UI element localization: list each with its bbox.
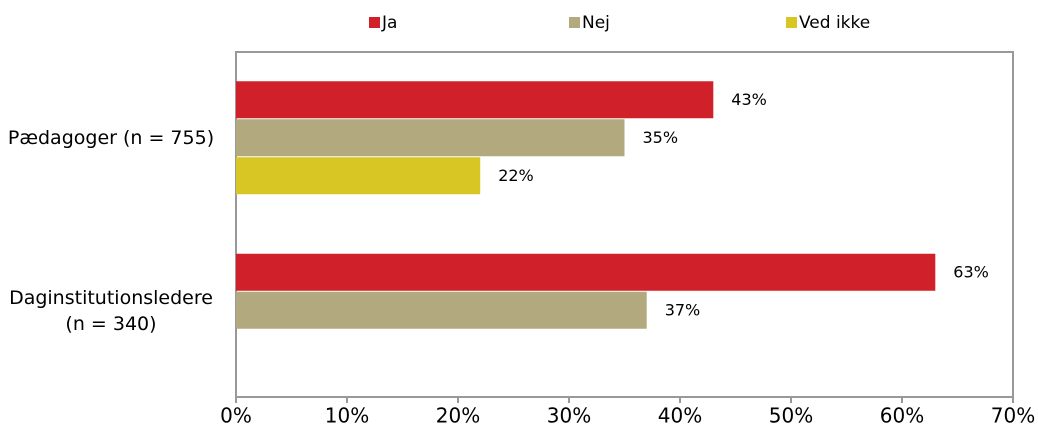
category-label: Daginstitutionsledere (n = 340): [9, 286, 213, 335]
legend-label: Ja: [381, 13, 397, 33]
bar: [236, 253, 936, 291]
legend-swatch: [369, 17, 380, 28]
legend-label: Nej: [582, 13, 610, 33]
plot-area: [235, 51, 1014, 398]
value-label: 43%: [731, 90, 767, 109]
legend-swatch: [569, 17, 580, 28]
x-tick-label: 70%: [991, 404, 1035, 428]
x-tick-label: 60%: [880, 404, 924, 428]
bar: [236, 291, 647, 329]
bar: [236, 119, 625, 157]
x-tick-label: 0%: [220, 404, 252, 428]
x-tick-label: 10%: [325, 404, 369, 428]
value-label: 37%: [665, 300, 701, 319]
bar: [236, 157, 481, 195]
legend-swatch: [786, 17, 797, 28]
value-label: 22%: [498, 166, 534, 185]
value-label: 35%: [643, 128, 679, 147]
value-label: 63%: [953, 262, 989, 281]
x-tick-label: 20%: [436, 404, 480, 428]
x-tick-label: 50%: [769, 404, 813, 428]
category-label: Pædagoger (n = 755): [7, 127, 215, 150]
x-tick-label: 30%: [547, 404, 591, 428]
bar: [236, 81, 714, 119]
x-tick-label: 40%: [658, 404, 702, 428]
legend-label: Ved ikke: [799, 13, 870, 33]
